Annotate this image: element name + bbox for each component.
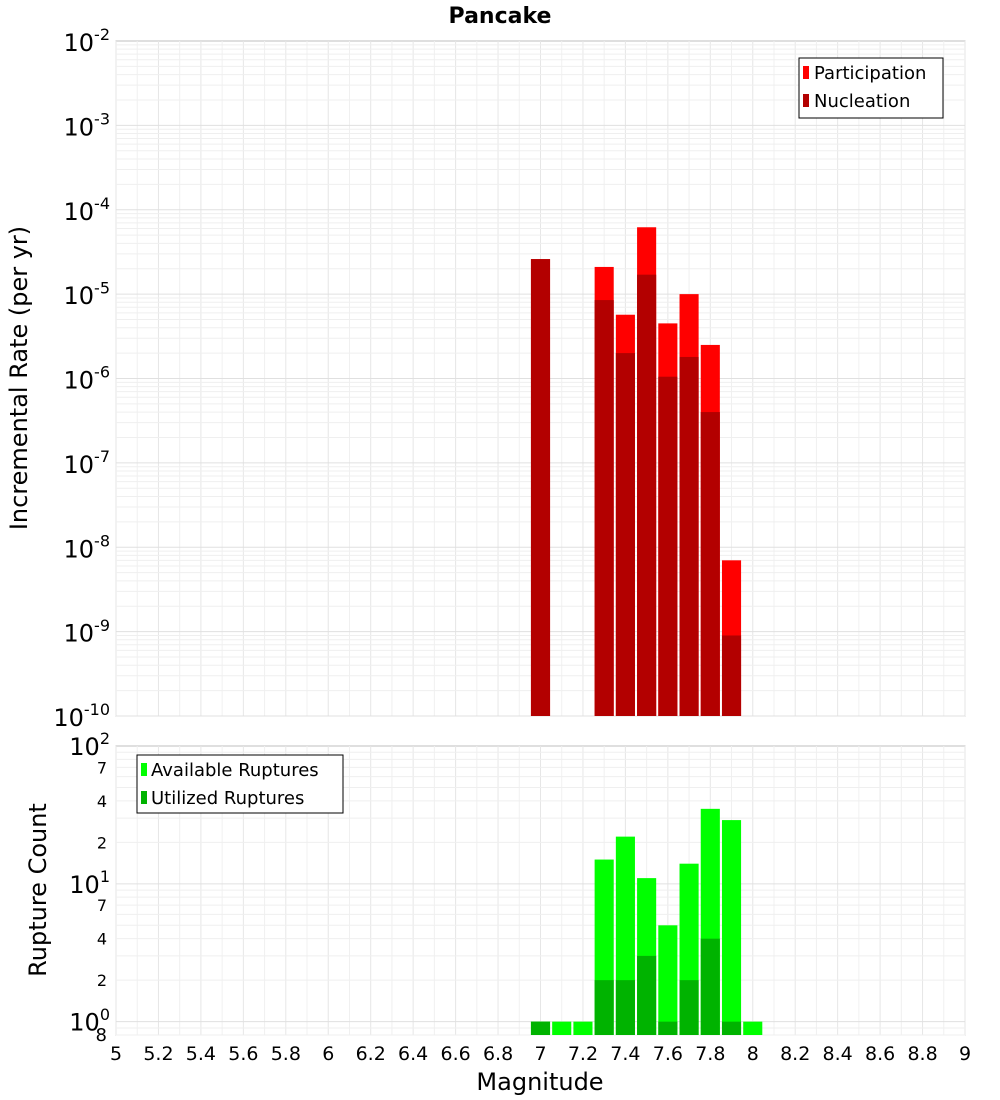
bar-nucleation <box>530 259 551 716</box>
bar-available-ruptures <box>658 925 678 1035</box>
x-tick-label: 8.2 <box>780 1043 810 1065</box>
y-tick-label: 100 <box>69 1005 110 1037</box>
top-y-tick-labels: 10-10 10-9 10-8 10-7 10-6 10-5 10-4 10-3 10-2 <box>53 25 110 732</box>
y-minor-tick-label: 7 <box>97 896 107 915</box>
x-tick-label: 6.6 <box>440 1043 470 1065</box>
legend-swatch-participation <box>803 66 809 79</box>
bottom-plot: 100 101 102 2 4 7 2 4 7 8 5 5.2 5.4 5.6 5.8 6 6.2 6.4 6.6… <box>24 729 971 1096</box>
bottom-y-tick-labels: 100 101 102 2 4 7 2 4 7 8 <box>69 729 110 1046</box>
x-tick-label: 8.4 <box>823 1043 853 1065</box>
x-tick-labels: 5 5.2 5.4 5.6 5.8 6 6.2 6.4 6.6 6.8 7 7.2 7.4 7.6 7.8 8… <box>110 1043 971 1065</box>
legend-label-nucleation: Nucleation <box>814 91 910 112</box>
x-tick-label: 8 <box>747 1043 759 1065</box>
y-tick-label: 10-3 <box>64 110 111 142</box>
x-tick-label: 7.8 <box>695 1043 725 1065</box>
x-tick-label: 9 <box>959 1043 971 1065</box>
bottom-y-axis-label: Rupture Count <box>24 803 52 977</box>
bar-utilized-ruptures <box>721 1021 742 1035</box>
legend-swatch-nucleation <box>803 94 809 107</box>
y-tick-label: 10-6 <box>64 363 111 395</box>
bar-utilized-ruptures <box>637 955 657 1035</box>
legend-label-participation: Participation <box>814 63 926 84</box>
bar-available-ruptures <box>721 820 742 1035</box>
x-tick-label: 6.8 <box>483 1043 513 1065</box>
chart-title: Pancake <box>449 4 552 29</box>
legend-swatch-utilized <box>141 791 147 804</box>
top-y-axis-label: Incremental Rate (per yr) <box>5 226 33 530</box>
x-tick-label: 8.6 <box>865 1043 895 1065</box>
y-minor-tick-label: 2 <box>97 971 107 990</box>
bar-nucleation <box>637 274 657 716</box>
bottom-legend-box <box>136 754 344 814</box>
y-tick-label: 10-5 <box>64 278 111 310</box>
bar-available-ruptures <box>552 1021 572 1035</box>
y-tick-label: 10-8 <box>64 531 111 563</box>
top-legend: Participation Nucleation <box>798 57 944 119</box>
x-tick-label: 5.2 <box>143 1043 173 1065</box>
x-tick-label: 7.4 <box>610 1043 640 1065</box>
y-tick-label: 10-4 <box>64 194 111 226</box>
legend-label-available: Available Ruptures <box>151 760 319 781</box>
bar-nucleation <box>721 635 742 716</box>
y-minor-tick-label: 4 <box>97 792 107 811</box>
y-minor-tick-label: 7 <box>97 758 107 777</box>
bar-available-ruptures <box>743 1021 763 1035</box>
y-tick-label: 10-2 <box>64 25 111 57</box>
x-tick-label: 6 <box>322 1043 334 1065</box>
bar-utilized-ruptures <box>615 980 635 1035</box>
bottom-bars <box>530 808 763 1035</box>
y-tick-label: 10-7 <box>64 447 111 479</box>
x-tick-label: 5 <box>110 1043 122 1065</box>
top-grid <box>115 41 966 717</box>
top-bars <box>530 227 742 716</box>
top-plot: 10-10 10-9 10-8 10-7 10-6 10-5 10-4 10-3 10-2 In… <box>5 25 966 732</box>
x-tick-label: 5.8 <box>271 1043 301 1065</box>
bar-available-ruptures <box>573 1021 593 1035</box>
x-tick-label: 7.6 <box>653 1043 683 1065</box>
y-tick-label: 101 <box>69 867 110 899</box>
bar-utilized-ruptures <box>679 980 699 1035</box>
legend-label-utilized: Utilized Ruptures <box>151 788 304 809</box>
x-tick-label: 6.2 <box>356 1043 386 1065</box>
y-tick-label: 102 <box>69 729 110 761</box>
bar-nucleation <box>594 300 614 716</box>
legend-swatch-available <box>141 763 147 776</box>
y-tick-label: 10-9 <box>64 616 111 648</box>
bar-utilized-ruptures <box>658 1021 678 1035</box>
x-tick-label: 7.2 <box>568 1043 598 1065</box>
x-tick-label: 7 <box>534 1043 546 1065</box>
bar-utilized-ruptures <box>594 980 614 1035</box>
top-legend-box <box>798 57 944 119</box>
bar-nucleation <box>679 356 699 716</box>
y-min-tick-label: 8 <box>96 1025 107 1046</box>
x-tick-label: 5.4 <box>186 1043 216 1065</box>
y-tick-label: 10-10 <box>53 700 110 732</box>
bottom-legend: Available Ruptures Utilized Ruptures <box>136 754 344 814</box>
x-tick-label: 8.8 <box>907 1043 937 1065</box>
bar-nucleation <box>615 353 635 716</box>
y-minor-tick-label: 4 <box>97 930 107 949</box>
x-tick-label: 6.4 <box>398 1043 428 1065</box>
y-minor-tick-label: 2 <box>97 833 107 852</box>
bar-utilized-ruptures <box>700 938 720 1035</box>
x-axis-label: Magnitude <box>476 1068 603 1096</box>
bar-utilized-ruptures <box>530 1021 551 1035</box>
x-tick-label: 5.6 <box>228 1043 258 1065</box>
bar-nucleation <box>700 412 720 716</box>
bar-nucleation <box>658 376 678 716</box>
